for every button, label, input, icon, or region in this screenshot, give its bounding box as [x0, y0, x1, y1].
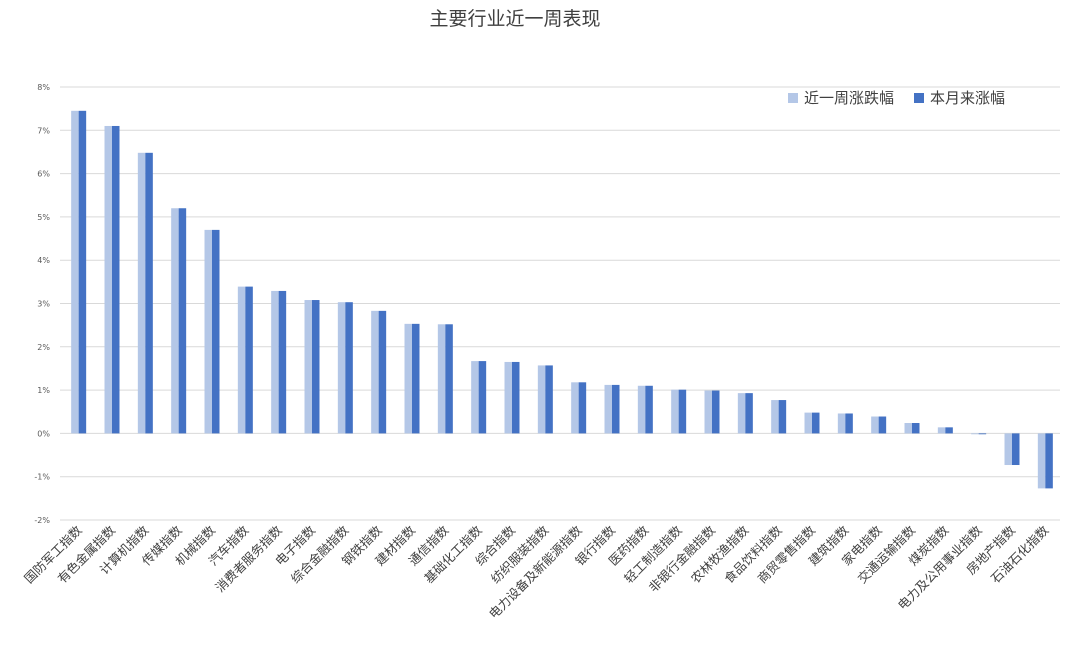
bar-monthly [945, 427, 953, 434]
bar-monthly [878, 416, 887, 434]
y-tick-label: 4% [37, 256, 50, 265]
y-tick-label: 0% [37, 429, 50, 438]
bar-weekly [1037, 433, 1046, 489]
bar-monthly [178, 208, 187, 434]
bar-weekly [704, 390, 712, 434]
y-tick-label: 2% [37, 343, 50, 352]
bar-weekly [737, 393, 746, 434]
bar-monthly [478, 361, 487, 434]
bar-weekly [271, 290, 279, 434]
bar-weekly [304, 300, 312, 434]
legend-item-weekly: 近一周涨跌幅 [788, 87, 894, 108]
y-tick-label: 1% [37, 386, 50, 395]
bar-monthly [545, 365, 553, 434]
bar-weekly [104, 125, 112, 434]
bar-monthly [812, 412, 820, 434]
chart-title: 主要行业近一周表现 [429, 8, 601, 30]
legend-swatch-weekly [788, 92, 798, 103]
legend: 近一周涨跌幅 本月来涨幅 [788, 87, 1005, 108]
bar-monthly [845, 413, 853, 434]
bar-weekly [437, 324, 446, 434]
bar-monthly [778, 400, 787, 434]
bar-weekly [871, 416, 879, 434]
bar-weekly [971, 433, 979, 435]
bar-monthly [612, 384, 620, 434]
y-tick-label: 3% [37, 300, 50, 309]
bar-weekly [504, 361, 512, 434]
bar-monthly [112, 125, 120, 434]
bar-monthly [412, 323, 420, 434]
y-tick-label: 5% [37, 213, 50, 222]
x-tick-labels: 国防军工指数有色金属指数计算机指数传媒指数机械指数汽车指数消费者服务指数电子指数… [21, 522, 1052, 621]
bar-weekly [771, 400, 779, 434]
bar-weekly [537, 365, 546, 434]
bar-monthly [445, 324, 453, 434]
bar-monthly [312, 300, 320, 434]
bar-weekly [171, 208, 179, 434]
y-tick-label: 8% [37, 83, 50, 92]
bar-weekly [71, 110, 79, 434]
bar-weekly [204, 229, 212, 434]
bar-monthly [745, 393, 753, 434]
bar-weekly [471, 361, 479, 434]
bar-monthly [212, 229, 220, 434]
y-tick-label: -2% [34, 516, 50, 525]
legend-item-monthly: 本月来涨幅 [914, 87, 1005, 108]
y-tick-label: 6% [37, 170, 50, 179]
bar-weekly [837, 413, 846, 434]
bar-monthly [512, 361, 520, 434]
legend-label-weekly: 近一周涨跌幅 [804, 89, 895, 107]
y-tick-label: -1% [34, 473, 50, 482]
bar-weekly [937, 427, 946, 434]
bar-monthly [245, 286, 253, 434]
bar-monthly [378, 310, 387, 434]
bar-weekly [1004, 433, 1012, 466]
bar-monthly [712, 390, 720, 434]
bar-weekly [404, 323, 412, 434]
bar-monthly [678, 389, 687, 434]
bar-monthly [912, 423, 920, 434]
bar-monthly [1045, 433, 1053, 489]
bar-monthly [645, 385, 653, 434]
bar-monthly [978, 433, 987, 435]
bar-weekly [337, 302, 346, 434]
bar-weekly [604, 384, 612, 434]
legend-label-monthly: 本月来涨幅 [930, 89, 1006, 107]
bars [71, 110, 1053, 489]
y-tick-labels: -2% -1% 0% 1% 2% 3% 4% 5% 6% 7% 8% [34, 83, 50, 525]
bar-weekly [804, 412, 812, 434]
bar-monthly [345, 302, 353, 434]
bar-weekly [137, 152, 146, 434]
bar-monthly [1012, 433, 1020, 466]
bar-monthly [145, 152, 153, 434]
bar-monthly [78, 110, 87, 434]
grid-lines [60, 86, 1060, 521]
legend-swatch-monthly [914, 92, 925, 103]
bar-weekly [371, 310, 379, 434]
bar-weekly [671, 389, 679, 434]
bar-weekly [637, 385, 646, 434]
y-tick-label: 7% [37, 126, 50, 135]
bar-weekly [904, 423, 912, 434]
bar-monthly [578, 382, 587, 434]
bar-weekly [571, 382, 579, 434]
bar-monthly [278, 290, 287, 434]
bar-weekly [237, 286, 246, 434]
